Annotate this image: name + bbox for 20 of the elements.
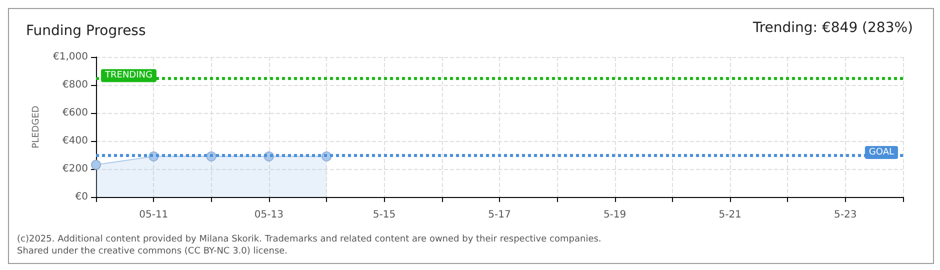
text: Shared under the creative commons (CC BY-NC 3.0) license. bbox=[17, 246, 288, 256]
x-tick-label: 5-21 bbox=[718, 210, 742, 220]
y-tick-label: €400 bbox=[62, 136, 88, 146]
ref-line-label: GOAL bbox=[868, 148, 894, 158]
y-axis-title: PLEDGED bbox=[32, 106, 42, 148]
x-tick-label: 5-17 bbox=[488, 210, 511, 220]
y-tick-label: €1,000 bbox=[53, 52, 88, 62]
y-tick-label: €800 bbox=[62, 80, 88, 90]
x-tick-label: 5-23 bbox=[834, 210, 857, 220]
y-tick-label: €0 bbox=[75, 192, 88, 202]
y-tick-label: €200 bbox=[62, 164, 88, 174]
x-tick-label: 5-15 bbox=[372, 210, 396, 220]
x-tick-label: 5-19 bbox=[603, 210, 626, 220]
text: (c)2025. Additional content provided by Milana Skorik. Trademarks and related content are owned by their respective companies. bbox=[17, 234, 602, 244]
x-tick-label: 05-13 bbox=[254, 210, 284, 220]
chart-title: Funding Progress bbox=[26, 23, 146, 39]
text: Trending: €849 (283%) bbox=[752, 20, 914, 36]
x-tick-label: 05-11 bbox=[139, 210, 168, 220]
ref-line-label: TRENDING bbox=[104, 70, 152, 81]
y-tick-label: €600 bbox=[62, 108, 88, 118]
